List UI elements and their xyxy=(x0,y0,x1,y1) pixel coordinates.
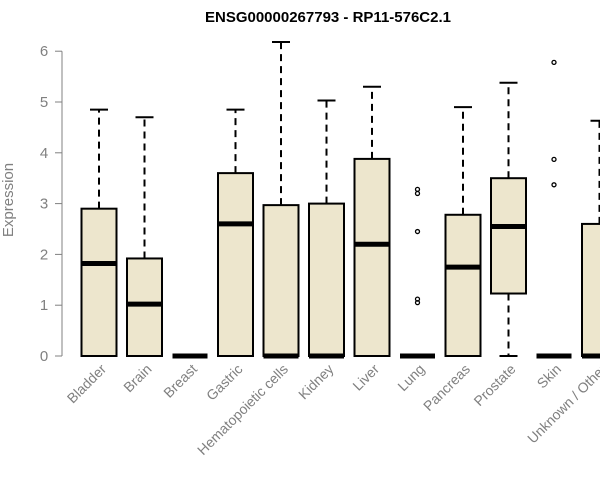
y-tick-label: 5 xyxy=(40,94,48,111)
y-axis: 0 1 2 3 4 5 6 xyxy=(40,43,63,365)
iqr-box xyxy=(262,204,300,357)
iqr-box xyxy=(444,213,482,357)
chart-title: ENSG00000267793 - RP11-576C2.1 xyxy=(205,9,451,26)
y-tick-label: 3 xyxy=(40,196,48,213)
x-tick-label: Brain xyxy=(120,361,154,395)
iqr-box xyxy=(308,202,345,357)
x-tick-label: Skin xyxy=(534,361,565,392)
y-tick-label: 6 xyxy=(40,43,48,60)
x-tick-label: Gastric xyxy=(203,361,246,404)
box-kidney xyxy=(308,99,345,359)
box-bladder xyxy=(80,108,118,357)
x-tick-label: Bladder xyxy=(64,361,110,407)
y-tick-label: 1 xyxy=(40,297,48,314)
box-brain xyxy=(126,116,163,357)
iqr-box xyxy=(217,172,254,357)
iqr-box xyxy=(581,222,600,357)
y-tick-label: 2 xyxy=(40,246,48,263)
x-tick-label: Pancreas xyxy=(420,361,473,414)
box-unknown-other xyxy=(581,119,600,359)
box-pancreas xyxy=(444,106,482,357)
outlier-point xyxy=(414,186,421,193)
boxes-group xyxy=(80,41,600,359)
outlier-point xyxy=(551,59,557,66)
outlier-point xyxy=(551,156,557,163)
iqr-box xyxy=(353,157,391,357)
outlier-point xyxy=(551,182,557,188)
outlier-point xyxy=(414,190,421,197)
box-hematopoietic-cells xyxy=(262,41,300,359)
y-axis-label: Expression xyxy=(0,163,17,237)
box-skin xyxy=(536,59,572,359)
x-tick-label: Hematopoietic cells xyxy=(194,361,291,458)
x-tick-label: Breast xyxy=(160,361,200,401)
outlier-point xyxy=(414,228,421,235)
box-gastric xyxy=(217,108,254,357)
x-tick-label: Lung xyxy=(394,361,427,394)
y-tick-label: 4 xyxy=(40,145,48,162)
y-tick-label: 0 xyxy=(40,348,48,365)
x-tick-label: Liver xyxy=(349,361,382,394)
iqr-box xyxy=(80,207,118,357)
box-liver xyxy=(353,85,391,357)
x-tick-label: Kidney xyxy=(295,361,337,403)
outlier-point xyxy=(414,300,421,306)
iqr-box xyxy=(126,257,163,357)
box-prostate xyxy=(490,81,527,357)
x-tick-label: Prostate xyxy=(470,361,518,409)
iqr-box xyxy=(490,177,527,295)
box-lung xyxy=(400,186,435,359)
